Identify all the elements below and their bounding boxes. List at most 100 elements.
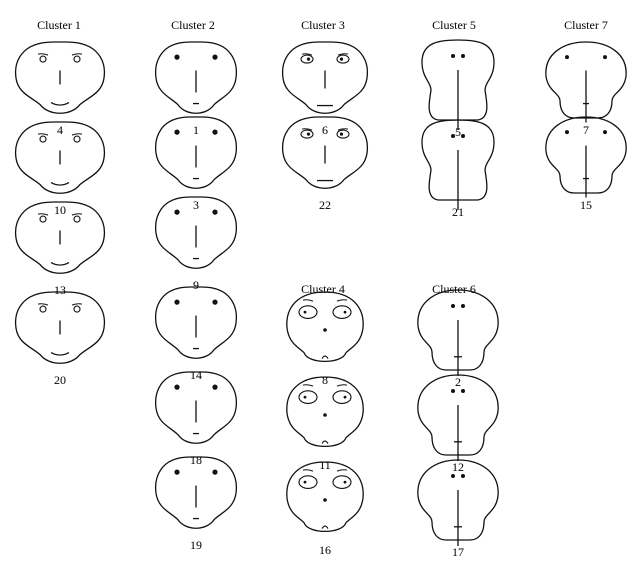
- eye-icon: [336, 54, 350, 64]
- face-20: [14, 291, 106, 364]
- eye-icon: [461, 134, 465, 138]
- eye-icon: [73, 55, 81, 63]
- face-11: [286, 376, 364, 447]
- eyebrow: [37, 53, 49, 56]
- face-16: [286, 461, 364, 532]
- face-number-label: 2: [455, 375, 461, 389]
- eye-icon: [603, 130, 607, 135]
- eyebrow: [337, 53, 349, 56]
- eye-icon: [332, 475, 352, 489]
- eye-icon: [298, 475, 318, 489]
- faces-layer: [14, 39, 627, 546]
- face-8: [286, 291, 364, 362]
- face-1: [155, 41, 237, 114]
- eye-icon: [461, 54, 465, 58]
- mouth: [321, 440, 329, 444]
- face-10: [14, 121, 106, 194]
- face-number-label: 9: [193, 278, 199, 292]
- face-outline: [281, 41, 369, 114]
- eye-icon: [174, 469, 180, 475]
- eyebrow: [71, 213, 83, 216]
- face-number-label: 21: [452, 205, 464, 219]
- nose: [323, 413, 327, 417]
- face-number-label: 13: [54, 283, 66, 297]
- face-outline: [155, 196, 237, 269]
- eye-icon: [298, 390, 318, 404]
- eye-icon: [300, 129, 314, 139]
- eyebrow: [37, 213, 49, 216]
- face-13: [14, 201, 106, 274]
- eye-icon: [451, 54, 455, 58]
- face-number-label: 5: [455, 125, 461, 139]
- cluster-header: Cluster 3: [301, 18, 345, 32]
- mouth: [50, 262, 70, 266]
- face-7: [545, 41, 627, 123]
- eye-icon: [212, 469, 218, 475]
- face-number-label: 19: [190, 538, 202, 552]
- eye-icon: [451, 134, 455, 138]
- eyebrow: [37, 133, 49, 136]
- face-number-label: 3: [193, 198, 199, 212]
- face-outline: [155, 286, 237, 359]
- eyebrow: [336, 469, 348, 472]
- face-outline: [155, 116, 237, 189]
- mouth: [50, 102, 70, 106]
- eye-icon: [212, 209, 218, 215]
- eye-icon: [461, 389, 465, 393]
- face-number-label: 10: [54, 203, 66, 217]
- face-9: [155, 196, 237, 269]
- eye-icon: [461, 474, 465, 478]
- eye-icon: [451, 474, 455, 478]
- face-number-label: 17: [452, 545, 464, 559]
- eye-icon: [332, 390, 352, 404]
- face-number-label: 18: [190, 453, 202, 467]
- face-4: [14, 41, 106, 114]
- eye-icon: [174, 299, 180, 305]
- face-number-label: 14: [190, 368, 202, 382]
- eye-icon: [174, 384, 180, 390]
- cluster-header: Cluster 1: [37, 18, 81, 32]
- face-14: [155, 286, 237, 359]
- mouth: [321, 525, 329, 529]
- eye-icon: [336, 129, 350, 139]
- eyebrow: [302, 299, 314, 302]
- face-outline: [281, 116, 369, 189]
- eye-icon: [461, 304, 465, 308]
- face-outline: [14, 41, 106, 114]
- face-outline: [14, 121, 106, 194]
- face-19: [155, 456, 237, 529]
- eye-icon: [565, 55, 569, 60]
- face-outline: [286, 461, 364, 532]
- face-6: [281, 41, 369, 114]
- face-18: [155, 371, 237, 444]
- eye-icon: [73, 305, 81, 313]
- nose: [323, 328, 327, 332]
- eye-icon: [39, 305, 47, 313]
- eyebrow: [301, 128, 313, 131]
- eyebrow: [71, 53, 83, 56]
- cluster-header: Cluster 2: [171, 18, 215, 32]
- mouth: [321, 355, 329, 359]
- eyebrow: [302, 384, 314, 387]
- eye-icon: [332, 305, 352, 319]
- eye-icon: [451, 389, 455, 393]
- eye-icon: [174, 209, 180, 215]
- eye-icon: [73, 135, 81, 143]
- cluster-header: Cluster 5: [432, 18, 476, 32]
- face-22: [281, 116, 369, 189]
- eye-icon: [73, 215, 81, 223]
- mouth: [50, 352, 70, 356]
- eyebrow: [37, 303, 49, 306]
- face-number-label: 22: [319, 198, 331, 212]
- eyebrow: [71, 303, 83, 306]
- eyebrow: [71, 133, 83, 136]
- eye-icon: [300, 54, 314, 64]
- eye-icon: [565, 130, 569, 135]
- face-outline: [155, 41, 237, 114]
- face-number-label: 4: [57, 123, 63, 137]
- eye-icon: [451, 304, 455, 308]
- eye-icon: [212, 384, 218, 390]
- face-outline: [155, 371, 237, 444]
- eye-icon: [174, 54, 180, 60]
- face-number-label: 6: [322, 123, 328, 137]
